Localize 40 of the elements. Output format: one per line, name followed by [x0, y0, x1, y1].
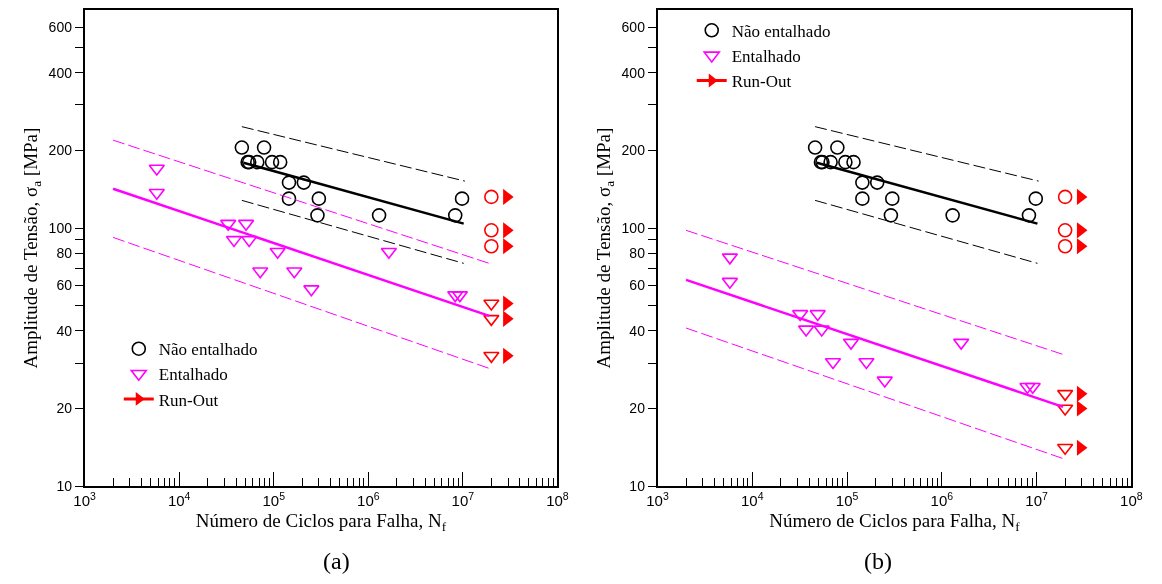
y-tick-label: 10	[56, 478, 73, 495]
y-tick-label: 40	[56, 322, 73, 339]
y-tick-label: 80	[56, 244, 73, 261]
x-tick-label: 10$^{6}$	[357, 489, 380, 510]
y-tick-label: 200	[48, 142, 73, 159]
x-tick-label: 10$^{4}$	[167, 489, 191, 510]
y-tick-label: 10	[629, 478, 646, 495]
legend-label: Entalhado	[158, 365, 228, 385]
y-tick-label: 60	[56, 277, 73, 294]
x-tick-label: 10$^{8}$	[546, 489, 569, 510]
legend-label: Não entalhado	[158, 340, 258, 360]
y-tick-label: 40	[629, 322, 646, 339]
x-tick-label: 10$^{4}$	[741, 489, 764, 510]
x-tick-label: 10$^{7}$	[1025, 489, 1049, 510]
x-tick-label: 10$^{3}$	[646, 489, 669, 510]
text: (a)	[323, 548, 350, 574]
text: (b)	[864, 548, 892, 574]
y-tick-label: 400	[48, 64, 73, 81]
y-tick-label: 400	[621, 64, 646, 81]
y-tick-label: 20	[56, 400, 73, 417]
x-tick-label: 10$^{5}$	[835, 489, 859, 510]
y-tick-label: 100	[621, 219, 646, 236]
y-tick-label: 200	[621, 142, 646, 159]
y-tick-label: 80	[629, 244, 646, 261]
legend-label: Run-Out	[158, 390, 219, 410]
legend-label: Entalhado	[731, 47, 801, 67]
x-tick-label: 10$^{5}$	[262, 489, 286, 510]
y-tick-label: 100	[48, 219, 73, 236]
y-tick-label: 60	[629, 277, 646, 294]
x-tick-label: 10$^{3}$	[73, 489, 96, 510]
y-tick-label: 20	[629, 400, 646, 417]
x-axis-title: Número de Ciclos para Falha, N$_{f}$	[195, 510, 447, 535]
legend-label: Run-Out	[731, 72, 792, 92]
legend-label: Não entalhado	[731, 21, 831, 41]
x-axis-title: Número de Ciclos para Falha, N$_{f}$	[769, 510, 1021, 535]
y-tick-label: 600	[621, 19, 646, 36]
x-tick-label: 10$^{6}$	[930, 489, 954, 510]
y-tick-label: 600	[48, 19, 73, 36]
x-tick-label: 10$^{7}$	[451, 489, 475, 510]
x-tick-label: 10$^{8}$	[1120, 489, 1143, 510]
